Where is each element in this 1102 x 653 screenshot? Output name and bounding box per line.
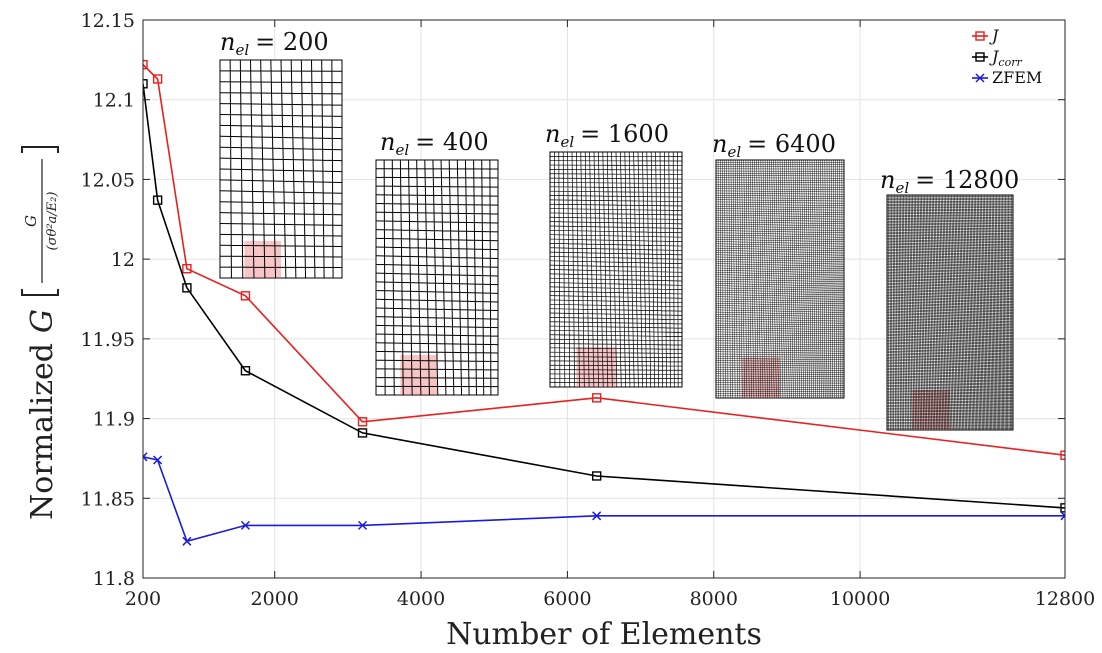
data-point-zfem bbox=[1060, 511, 1065, 521]
mesh-inset-mesh400: nel = 400 bbox=[375, 128, 499, 396]
data-point-j_corr bbox=[240, 366, 251, 376]
data-point-j bbox=[357, 417, 368, 427]
data-point-j bbox=[143, 59, 148, 70]
mesh-grid-lines bbox=[886, 194, 1014, 431]
y-axis-right-bracket bbox=[21, 146, 59, 153]
axis-ticks: 200 2000 4000 6000 8000 10000 12800 11.8 11.85 11… bbox=[81, 10, 1096, 610]
data-point-zfem bbox=[182, 536, 192, 546]
data-point-j bbox=[591, 393, 602, 403]
data-point-zfem bbox=[143, 452, 148, 462]
data-point-j_corr bbox=[357, 428, 368, 438]
mesh-label: nel = 200 bbox=[220, 28, 329, 59]
y-tick-label: 11.9 bbox=[93, 409, 135, 431]
mesh-highlight bbox=[400, 355, 437, 395]
mesh-insets: nel = 200 nel = 400 nel = 1600 nel = 6400 nel = 1… bbox=[219, 28, 1019, 431]
x-tick-label: 10000 bbox=[830, 588, 890, 610]
legend-label: ZFEM bbox=[992, 68, 1042, 87]
y-tick-label: 12.15 bbox=[81, 10, 135, 32]
data-point-j_corr bbox=[1060, 503, 1065, 513]
series-line-j_corr bbox=[143, 83, 1065, 509]
y-tick-label: 11.95 bbox=[81, 329, 135, 351]
mesh-label: nel = 12800 bbox=[880, 166, 1019, 197]
y-tick-label: 12 bbox=[111, 249, 135, 271]
plot-frame bbox=[142, 19, 1066, 579]
data-point-zfem bbox=[592, 511, 602, 521]
y-tick-label: 11.8 bbox=[93, 568, 135, 590]
mesh-label: nel = 1600 bbox=[545, 120, 669, 151]
mesh-label: nel = 400 bbox=[380, 128, 489, 159]
x-tick-label: 2000 bbox=[251, 588, 299, 610]
y-axis-title: Normalized G G (σθ²a/E₂) bbox=[21, 146, 60, 520]
legend-label: J bbox=[989, 26, 1000, 45]
data-point-zfem bbox=[357, 520, 368, 530]
x-tick-label: 4000 bbox=[397, 588, 445, 610]
mesh-label: nel = 6400 bbox=[712, 130, 836, 161]
y-axis-left-bracket bbox=[21, 289, 59, 296]
legend-label: Jcorr bbox=[989, 47, 1022, 69]
mesh-grid-lines bbox=[375, 159, 499, 396]
mesh-inset-mesh12800: nel = 12800 bbox=[880, 166, 1019, 431]
x-axis-title: Number of Elements bbox=[446, 617, 762, 652]
data-point-zfem bbox=[240, 520, 250, 530]
x-tick-label: 12800 bbox=[1035, 588, 1095, 610]
mesh-inset-mesh1600: nel = 1600 bbox=[545, 120, 683, 388]
y-axis-symbol: G bbox=[25, 309, 60, 333]
legend-marker bbox=[975, 73, 985, 83]
data-point-zfem bbox=[153, 455, 163, 465]
y-tick-label: 12.1 bbox=[93, 90, 135, 112]
series-lines bbox=[143, 59, 1065, 546]
legend-marker bbox=[975, 31, 985, 41]
mesh-inset-mesh200: nel = 200 bbox=[219, 28, 343, 279]
y-tick-label: 11.85 bbox=[81, 488, 135, 510]
data-point-j bbox=[152, 74, 163, 84]
data-point-j_corr bbox=[143, 79, 148, 89]
series-line-j bbox=[143, 64, 1065, 456]
data-point-j bbox=[182, 264, 192, 274]
data-point-j_corr bbox=[591, 471, 602, 481]
data-point-j bbox=[240, 291, 251, 301]
data-point-j bbox=[1060, 450, 1065, 460]
y-tick-label: 12.05 bbox=[81, 169, 135, 191]
y-axis-title-text: Normalized bbox=[25, 343, 60, 520]
mesh-highlight bbox=[576, 347, 616, 387]
x-tick-label: 8000 bbox=[690, 588, 738, 610]
mesh-grid-lines bbox=[549, 151, 683, 388]
mesh-grid-lines bbox=[715, 159, 845, 399]
mesh-grid-lines bbox=[219, 59, 343, 279]
legend-marker bbox=[975, 52, 985, 62]
x-tick-label: 6000 bbox=[543, 588, 591, 610]
mesh-inset-mesh6400: nel = 6400 bbox=[712, 130, 845, 399]
data-point-j_corr bbox=[152, 195, 163, 205]
x-tick-label: 200 bbox=[125, 588, 161, 610]
data-point-j_corr bbox=[182, 283, 192, 293]
y-axis-fraction-numerator: G bbox=[22, 215, 40, 227]
y-axis-fraction-denominator: (σθ²a/E₂) bbox=[45, 192, 60, 251]
